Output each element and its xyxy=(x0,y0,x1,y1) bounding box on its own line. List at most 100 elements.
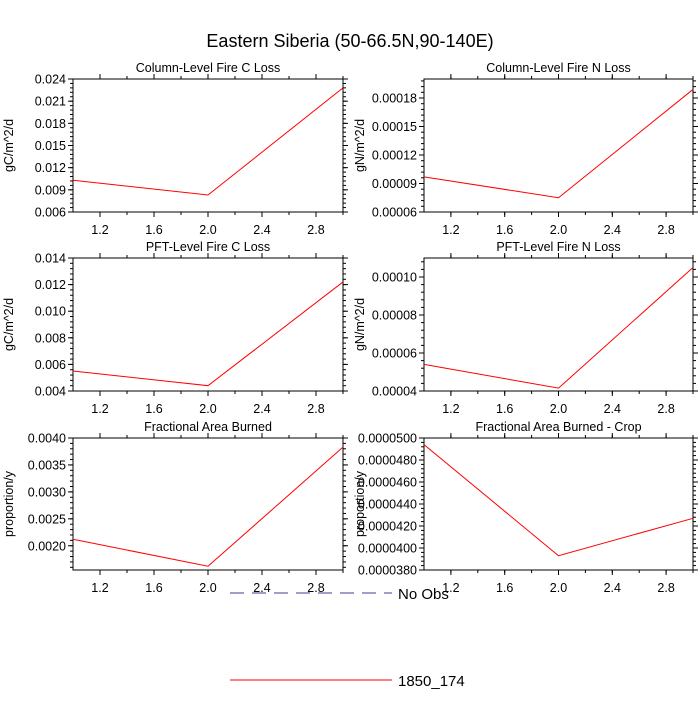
x-tick-label: 1.2 xyxy=(91,402,108,416)
x-tick-label: 2.8 xyxy=(657,402,674,416)
y-axis-label: gC/m^2/d xyxy=(2,298,16,351)
y-tick-label: 0.00012 xyxy=(372,149,417,163)
x-tick-label: 1.6 xyxy=(496,402,513,416)
x-tick-label: 2.8 xyxy=(657,223,674,237)
x-tick-label: 1.2 xyxy=(442,223,459,237)
y-axis-label: gN/m^2/d xyxy=(353,119,367,172)
plot-frame xyxy=(423,437,694,571)
legend-label-1850-174: 1850_174 xyxy=(398,673,465,690)
y-tick-label: 0.004 xyxy=(35,385,66,399)
series-line-1850-174 xyxy=(423,444,694,557)
panel-title: Fractional Area Burned - Crop xyxy=(475,420,641,434)
y-tick-label: 0.006 xyxy=(35,206,66,220)
y-tick-label: 0.00004 xyxy=(372,385,417,399)
x-tick-label: 2.8 xyxy=(307,402,324,416)
x-tick-label: 2.0 xyxy=(199,402,216,416)
legend: No Obs 1850_174 xyxy=(230,586,465,690)
y-axis-label: proportion/y xyxy=(353,470,367,537)
x-tick-label: 1.6 xyxy=(496,223,513,237)
x-tick-label: 1.6 xyxy=(145,581,162,595)
x-tick-label: 1.2 xyxy=(442,402,459,416)
chart-panel-2: Column-Level Fire N Loss gN/m^2/d 1.2 1.6 2.… xyxy=(353,61,698,237)
y-tick-label: 0.006 xyxy=(35,358,66,372)
x-tick-label: 1.2 xyxy=(91,581,108,595)
series-line-1850-174 xyxy=(423,267,694,389)
y-tick-label: 0.0025 xyxy=(28,512,66,526)
panel-title: Column-Level Fire C Loss xyxy=(136,61,281,75)
y-tick-label: 0.00006 xyxy=(372,347,417,361)
y-tick-label: 0.00006 xyxy=(372,206,417,220)
x-tick-label: 1.6 xyxy=(145,223,162,237)
series-line-1850-174 xyxy=(72,281,344,387)
x-tick-label: 2.8 xyxy=(657,581,674,595)
y-tick-label: 0.00015 xyxy=(372,120,417,134)
y-tick-label: 0.0000400 xyxy=(358,542,417,556)
chart-panels: Column-Level Fire C Loss gC/m^2/d 1.2 1.6 2.… xyxy=(2,61,698,595)
y-tick-label: 0.018 xyxy=(35,117,66,131)
y-tick-label: 0.008 xyxy=(35,331,66,345)
y-tick-label: 0.00009 xyxy=(372,177,417,191)
x-tick-label: 1.2 xyxy=(91,223,108,237)
y-tick-label: 0.014 xyxy=(35,252,66,266)
y-tick-label: 0.0035 xyxy=(28,458,66,472)
x-tick-label: 2.4 xyxy=(604,223,621,237)
y-axis-label: gN/m^2/d xyxy=(353,298,367,351)
x-tick-label: 1.6 xyxy=(496,581,513,595)
x-tick-label: 1.6 xyxy=(145,402,162,416)
y-tick-label: 0.024 xyxy=(35,73,66,87)
y-tick-label: 0.00008 xyxy=(372,309,417,323)
y-tick-label: 0.0000420 xyxy=(358,520,417,534)
x-tick-label: 2.0 xyxy=(550,223,567,237)
x-tick-label: 2.4 xyxy=(253,223,270,237)
x-tick-label: 1.2 xyxy=(442,581,459,595)
chart-panel-5: Fractional Area Burned proportion/y 1.2 1.6… xyxy=(2,420,348,595)
y-tick-label: 0.015 xyxy=(35,139,66,153)
chart-panel-3: PFT-Level Fire C Loss gC/m^2/d 1.2 1.6 2.0 2.… xyxy=(2,240,348,416)
plot-frame xyxy=(72,78,344,213)
y-tick-label: 0.0040 xyxy=(28,432,66,446)
figure-title: Eastern Siberia (50-66.5N,90-140E) xyxy=(206,31,493,51)
y-tick-label: 0.012 xyxy=(35,278,66,292)
y-tick-label: 0.00010 xyxy=(372,271,417,285)
y-tick-label: 0.0000480 xyxy=(358,454,417,468)
y-tick-label: 0.012 xyxy=(35,161,66,175)
y-axis-label: gC/m^2/d xyxy=(2,119,16,172)
panel-title: Column-Level Fire N Loss xyxy=(486,61,631,75)
y-tick-label: 0.0000460 xyxy=(358,476,417,490)
y-tick-label: 0.0000440 xyxy=(358,498,417,512)
series-line-1850-174 xyxy=(423,89,694,199)
series-line-1850-174 xyxy=(72,446,344,567)
y-tick-label: 0.021 xyxy=(35,95,66,109)
x-tick-label: 2.8 xyxy=(307,581,324,595)
y-tick-label: 0.0020 xyxy=(28,539,66,553)
x-tick-label: 2.4 xyxy=(253,581,270,595)
chart-panel-1: Column-Level Fire C Loss gC/m^2/d 1.2 1.6 2.… xyxy=(2,61,348,237)
y-tick-label: 0.009 xyxy=(35,183,66,197)
chart-panel-6: Fractional Area Burned - Crop proportion/… xyxy=(353,420,698,595)
y-tick-label: 0.0000500 xyxy=(358,432,417,446)
y-axis-label: proportion/y xyxy=(2,470,16,537)
x-tick-label: 2.4 xyxy=(253,402,270,416)
x-tick-label: 2.4 xyxy=(604,402,621,416)
y-tick-label: 0.00018 xyxy=(372,92,417,106)
x-tick-label: 2.0 xyxy=(550,581,567,595)
plot-frame xyxy=(72,437,344,571)
x-tick-label: 2.8 xyxy=(307,223,324,237)
x-tick-label: 2.0 xyxy=(199,223,216,237)
y-tick-label: 0.010 xyxy=(35,305,66,319)
plot-frame xyxy=(423,78,694,213)
x-tick-label: 2.0 xyxy=(199,581,216,595)
x-tick-label: 2.4 xyxy=(604,581,621,595)
panel-title: PFT-Level Fire N Loss xyxy=(496,240,620,254)
y-tick-label: 0.0030 xyxy=(28,485,66,499)
panel-title: Fractional Area Burned xyxy=(144,420,272,434)
series-line-1850-174 xyxy=(72,87,344,196)
x-tick-label: 2.0 xyxy=(550,402,567,416)
plot-frame xyxy=(72,257,344,392)
y-tick-label: 0.0000380 xyxy=(358,564,417,578)
legend-label-no-obs: No Obs xyxy=(398,586,449,603)
panel-title: PFT-Level Fire C Loss xyxy=(146,240,270,254)
chart-panel-4: PFT-Level Fire N Loss gN/m^2/d 1.2 1.6 2.0 2.… xyxy=(353,240,698,416)
